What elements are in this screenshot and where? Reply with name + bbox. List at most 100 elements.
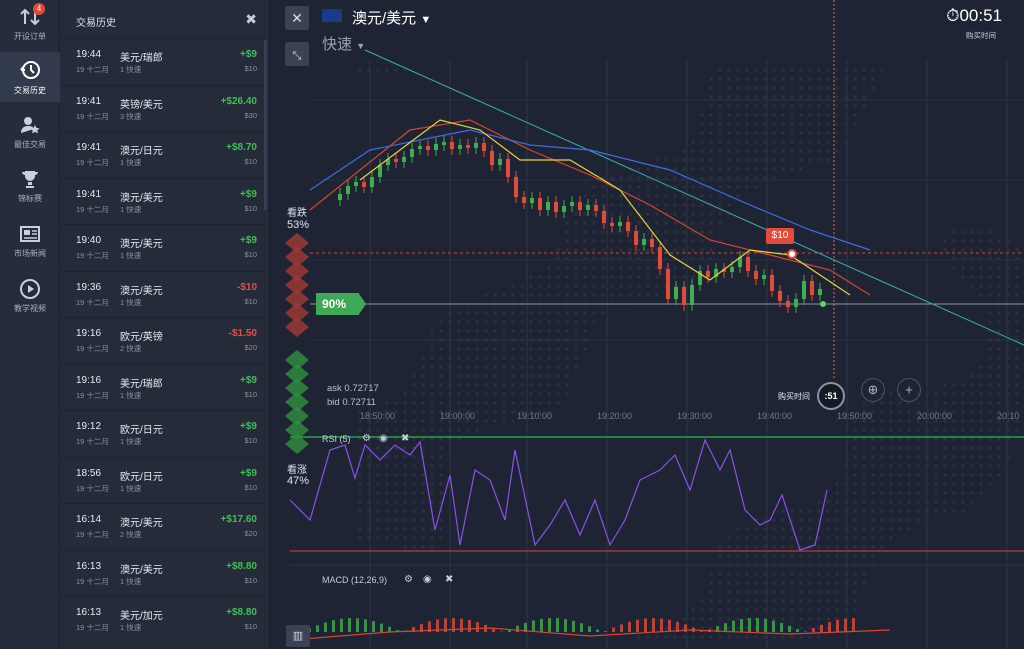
map-dot (745, 113, 749, 117)
map-dot (736, 149, 740, 153)
map-dot (538, 320, 542, 324)
history-row[interactable]: 19:41 19 十二月 英镑/美元 3 快速 +$26.40 $30 (60, 84, 265, 131)
history-row[interactable]: 19:16 19 十二月 欧元/英镑 2 快速 -$1.50 $20 (60, 317, 265, 363)
collapse-button[interactable]: ⤡ (285, 42, 309, 66)
macd-bar (852, 618, 855, 632)
history-row[interactable]: 16:13 19 十二月 澳元/美元 1 快速 +$8.80 $10 (60, 549, 265, 596)
map-dot (745, 590, 749, 594)
close-icon[interactable]: ✖ (401, 433, 410, 444)
map-dot (466, 383, 470, 387)
map-dot (817, 509, 821, 513)
map-dot (601, 311, 605, 315)
map-dot (988, 410, 992, 414)
map-dot (502, 383, 506, 387)
map-dot (727, 599, 731, 603)
crosshair-button[interactable]: ⊕ (861, 378, 885, 402)
map-dot (439, 347, 443, 351)
close-asset-button[interactable]: ✕ (285, 6, 309, 30)
close-icon[interactable]: ✖ (245, 11, 257, 27)
map-dot (871, 527, 875, 531)
map-dot (682, 212, 686, 216)
map-dot (979, 419, 983, 423)
map-dot (421, 428, 425, 432)
map-dot (421, 482, 425, 486)
candle-body (810, 281, 814, 295)
trade-stake: $10 (244, 436, 257, 445)
history-row[interactable]: 19:41 19 十二月 澳元/日元 1 快速 +$8.70 $10 (60, 131, 265, 177)
nav-videos[interactable]: 教学视频 (0, 272, 60, 322)
map-dot (394, 68, 398, 72)
macd-bar (812, 627, 815, 632)
map-dot (808, 86, 812, 90)
mode-selector[interactable]: 快速 ▼ (322, 33, 365, 54)
ma-yellow-line (359, 119, 851, 296)
history-row[interactable]: 19:12 19 十二月 欧元/日元 1 快速 +$9 $10 (60, 410, 265, 456)
eye-icon[interactable]: ◉ (423, 574, 432, 585)
history-row[interactable]: 16:14 19 十二月 澳元/美元 2 快速 +$17.60 $20 (60, 503, 265, 549)
map-dot (718, 77, 722, 81)
map-dot (898, 509, 902, 513)
map-dot (439, 329, 443, 333)
history-row[interactable]: 19:36 19 十二月 澳元/美元 1 快速 -$10 $10 (60, 270, 265, 317)
map-dot (736, 617, 740, 621)
price-chart[interactable] (270, 0, 1024, 649)
history-row[interactable]: 16:13 19 十二月 美元/加元 1 快速 +$8.80 $10 (60, 596, 265, 642)
nav-tournaments[interactable]: 锦标赛 (0, 162, 60, 212)
close-icon[interactable]: ✖ (445, 574, 454, 585)
candle-body (522, 197, 526, 203)
history-row[interactable]: 19:16 19 十二月 美元/瑞郎 1 快速 +$9 $10 (60, 363, 265, 410)
trophy-icon (22, 171, 38, 188)
gear-icon[interactable]: ⚙ (362, 433, 371, 444)
play-video-icon (20, 279, 40, 299)
map-dot (376, 437, 380, 441)
map-dot (754, 572, 758, 576)
asset-selector[interactable]: 澳元/美元 ▼ (352, 7, 431, 28)
map-dot (673, 275, 677, 279)
map-dot (835, 608, 839, 612)
gear-icon[interactable]: ⚙ (404, 574, 413, 585)
nav-news[interactable]: 市场新闻 (0, 217, 60, 267)
history-row[interactable]: 19:41 19 十二月 澳元/美元 1 快速 +$9 $10 (60, 177, 265, 224)
map-dot (439, 356, 443, 360)
nav-top-trades[interactable]: 最佳交易 (0, 108, 60, 158)
map-dot (457, 437, 461, 441)
map-dot (394, 464, 398, 468)
map-dot (880, 68, 884, 72)
map-dot (574, 374, 578, 378)
news-icon (20, 226, 40, 242)
candle-body (682, 287, 686, 305)
map-dot (394, 518, 398, 522)
history-scrollbar[interactable] (264, 40, 267, 210)
map-dot (619, 284, 623, 288)
history-row[interactable]: 19:44 19 十二月 美元/瑞郎 1 快速 +$9 $10 (60, 38, 265, 84)
indicators-button[interactable]: ▥ (286, 625, 310, 647)
map-dot (628, 185, 632, 189)
map-dot (736, 131, 740, 135)
map-dot (772, 176, 776, 180)
map-dot (997, 410, 1001, 414)
eye-icon[interactable]: ◉ (379, 433, 388, 444)
candle-body (634, 231, 638, 245)
zoom-in-button[interactable]: + (897, 378, 921, 402)
open-trade-amount[interactable]: $10 (766, 228, 794, 244)
map-dot (889, 446, 893, 450)
trade-profit: +$9 (240, 235, 257, 246)
map-dot (871, 419, 875, 423)
australia-flag-icon (322, 9, 342, 22)
nav-open-orders[interactable]: 4 开设订单 (0, 0, 60, 50)
map-dot (691, 140, 695, 144)
map-dot (457, 401, 461, 405)
nav-history[interactable]: 交易历史 (0, 52, 60, 102)
map-dot (403, 392, 407, 396)
map-dot (547, 266, 551, 270)
map-dot (826, 86, 830, 90)
map-dot (799, 626, 803, 630)
map-dot (727, 113, 731, 117)
map-dot (700, 212, 704, 216)
map-dot (439, 374, 443, 378)
map-dot (997, 374, 1001, 378)
history-row[interactable]: 18:56 19 十二月 欧元/日元 1 快速 +$9 $10 (60, 456, 265, 503)
map-dot (394, 437, 398, 441)
history-row[interactable]: 19:40 19 十二月 澳元/美元 1 快速 +$9 $10 (60, 224, 265, 270)
map-dot (538, 311, 542, 315)
